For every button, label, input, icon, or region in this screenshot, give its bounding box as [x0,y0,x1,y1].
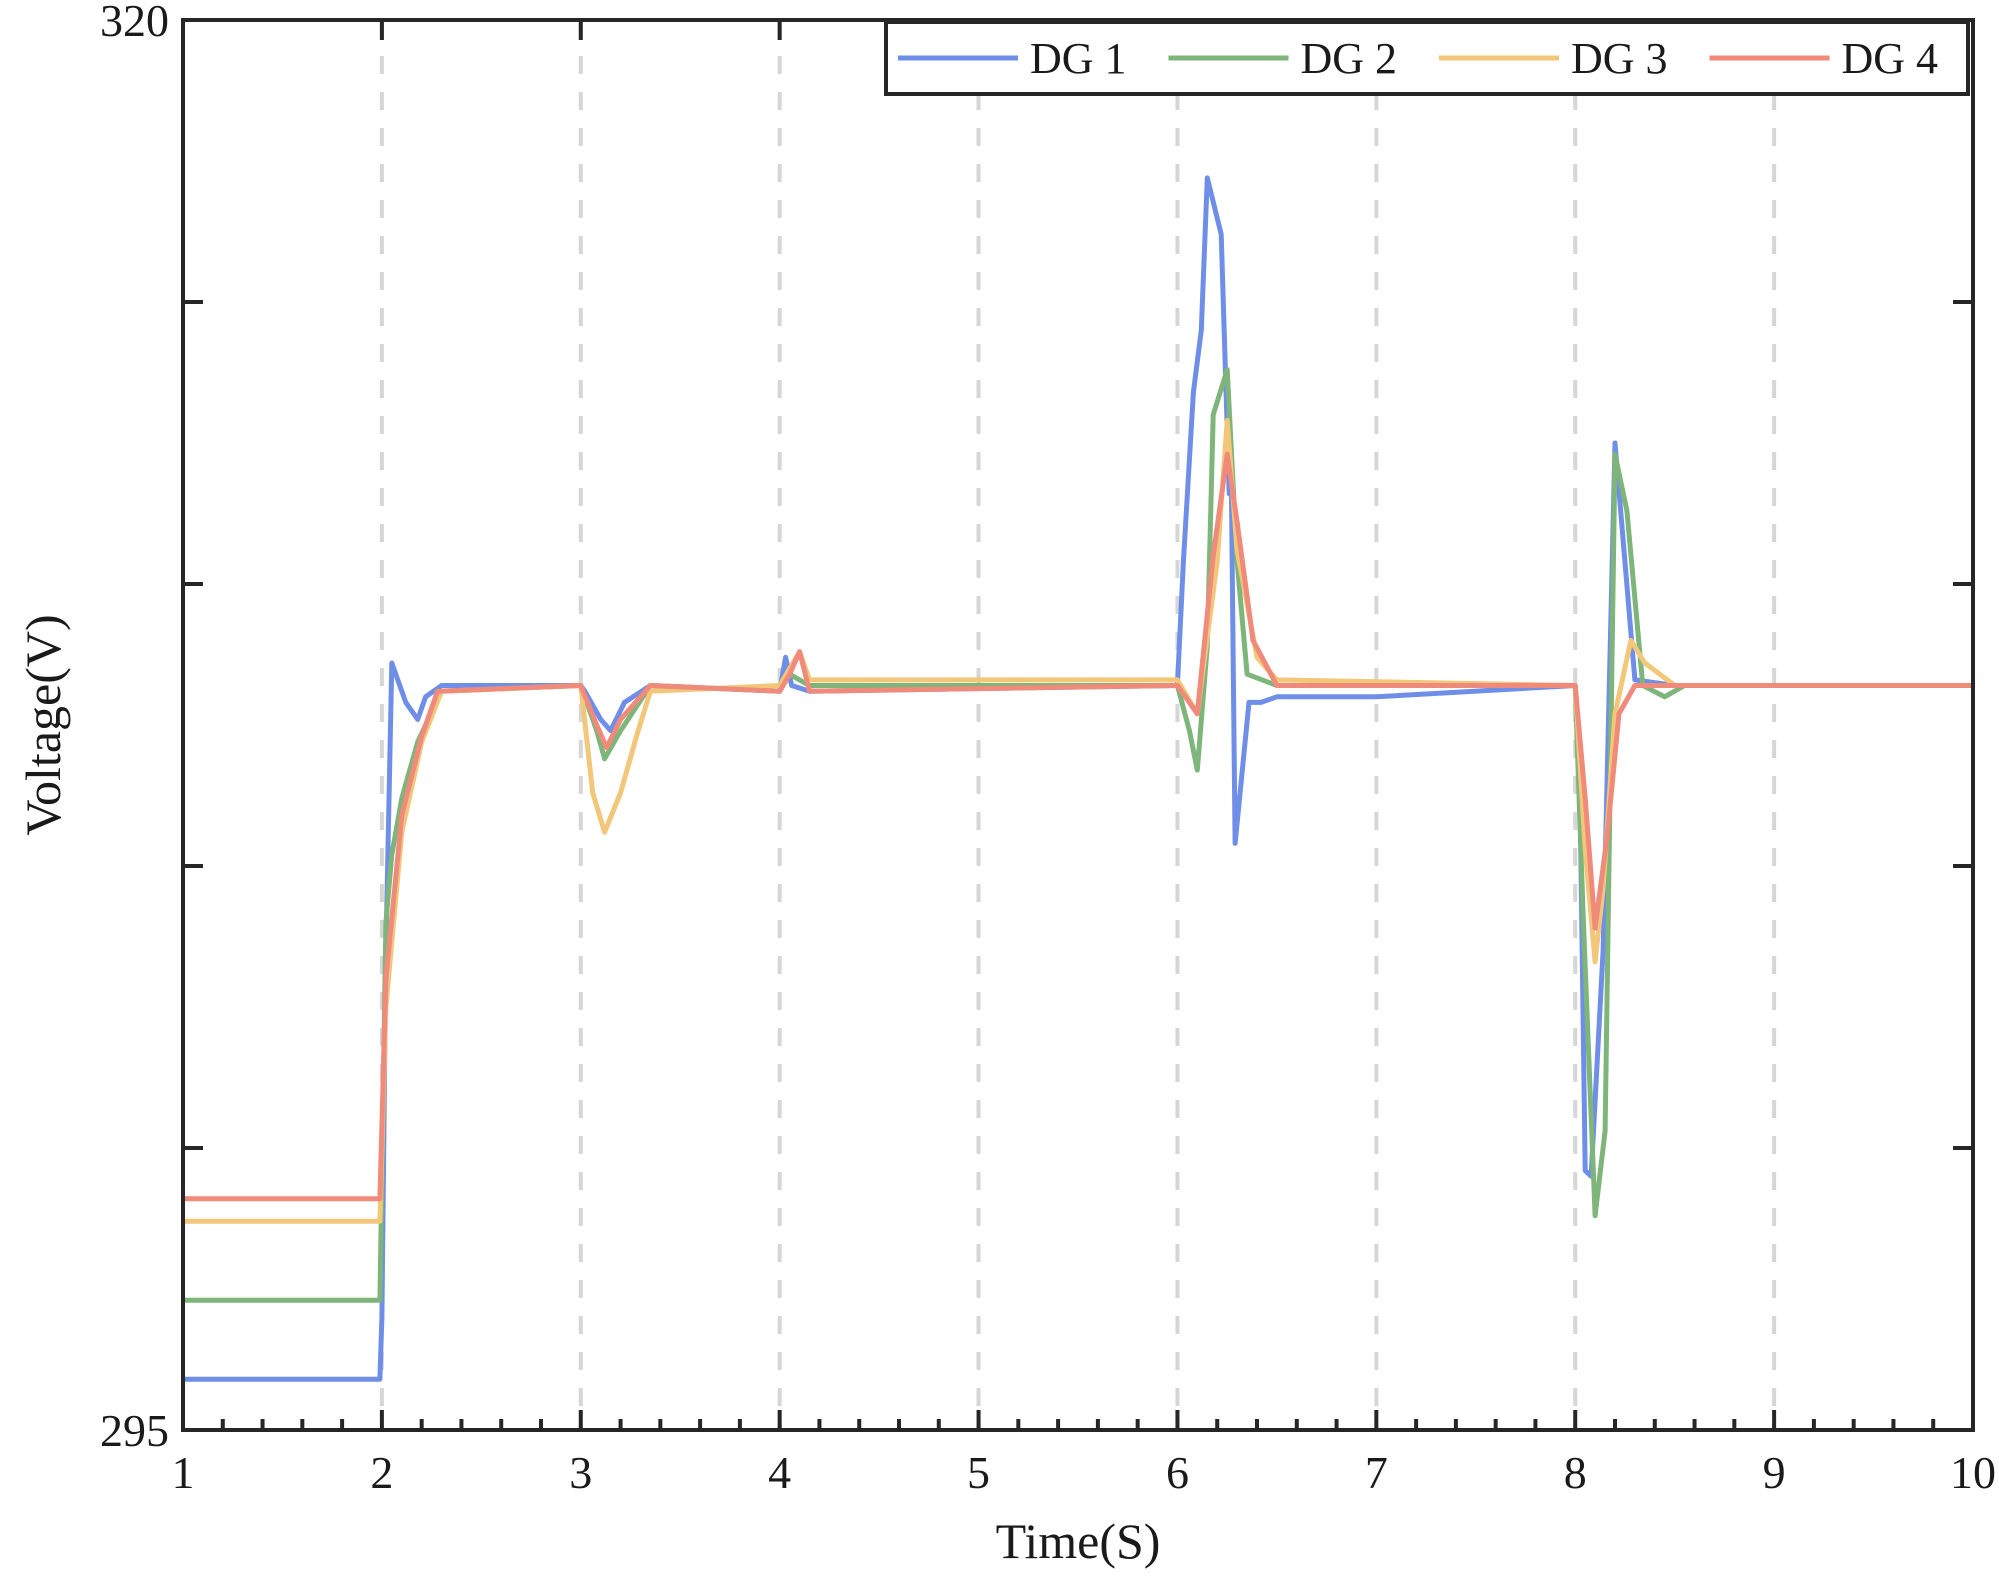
series-line-dg-4 [183,451,1973,1202]
series-lines [183,175,1973,1382]
x-tick-label: 6 [1166,1447,1189,1498]
x-tick-label: 1 [172,1447,195,1498]
y-tick-label: 320 [100,0,169,46]
x-tick-label: 3 [569,1447,592,1498]
x-axis-title: Time(S) [996,1513,1161,1569]
legend-label: DG 1 [1030,34,1127,83]
x-tick-label: 9 [1763,1447,1786,1498]
legend-label: DG 4 [1842,34,1939,83]
x-tick-label: 7 [1365,1447,1388,1498]
y-axis-title: Voltage(V) [15,614,71,835]
legend-label: DG 2 [1301,34,1398,83]
x-tick-label: 8 [1564,1447,1587,1498]
x-tick-label: 2 [370,1447,393,1498]
x-tick-label: 10 [1950,1447,1996,1498]
legend: DG 1 DG 2 DG 3 DG 4 [884,20,1970,96]
x-tick-label: 5 [967,1447,990,1498]
legend-label: DG 3 [1571,34,1668,83]
series-line-dg-1 [183,175,1973,1382]
plot-background [183,20,1973,1430]
x-tick-label: 4 [768,1447,791,1498]
legend-box [884,20,1970,96]
y-tick-label: 295 [100,1405,169,1456]
x-tick-labels: 1 2 3 4 5 6 7 8 9 10 [172,1447,1997,1498]
y-tick-labels: 295 320 [100,0,169,1456]
